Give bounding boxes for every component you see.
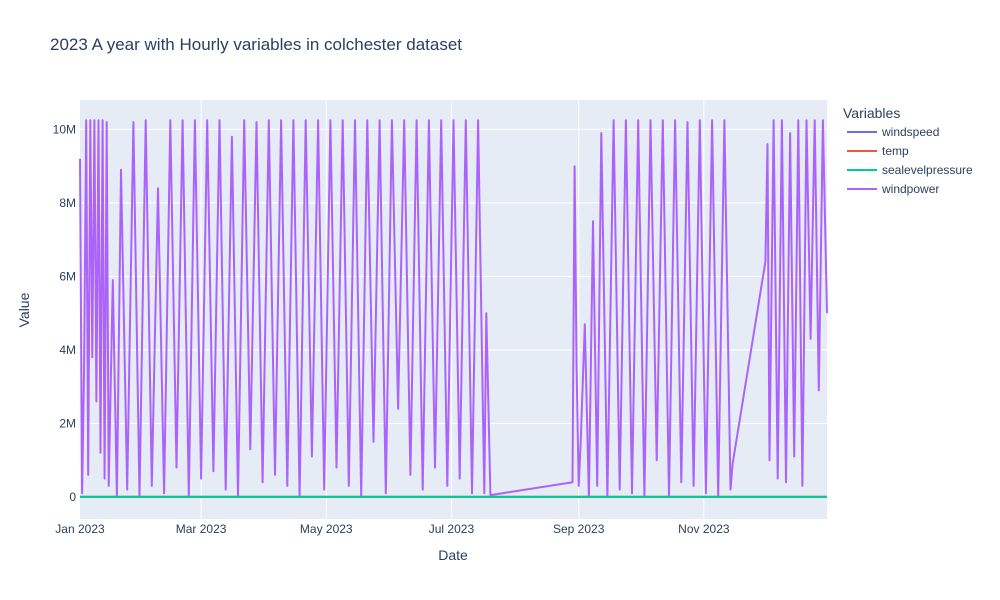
y-axis-ticks: 0 2M 4M 6M 8M 10M <box>53 122 77 504</box>
x-tick-label: May 2023 <box>300 522 353 536</box>
y-tick-label: 4M <box>59 343 76 357</box>
legend-item-sealevelpressure[interactable]: sealevelpressure <box>847 163 973 177</box>
y-axis-title: Value <box>16 292 32 327</box>
y-tick-label: 2M <box>59 416 76 430</box>
legend-item-windpower[interactable]: windpower <box>847 182 939 196</box>
legend-label: sealevelpressure <box>882 163 973 177</box>
legend[interactable]: Variables windspeed temp sealevelpressure w… <box>843 105 973 196</box>
x-axis-ticks: Jan 2023 Mar 2023 May 2023 Jul 2023 Sep 2023… <box>55 522 730 536</box>
legend-label: windspeed <box>881 125 939 139</box>
x-tick-label: Mar 2023 <box>176 522 227 536</box>
x-tick-label: Jul 2023 <box>429 522 475 536</box>
chart-title: 2023 A year with Hourly variables in col… <box>50 35 462 54</box>
legend-item-temp[interactable]: temp <box>847 144 909 158</box>
series-lines <box>79 119 828 498</box>
legend-item-windspeed[interactable]: windspeed <box>847 125 939 139</box>
x-tick-label: Sep 2023 <box>553 522 605 536</box>
legend-title: Variables <box>843 105 900 121</box>
legend-label: windpower <box>881 182 939 196</box>
y-tick-label: 0 <box>69 490 76 504</box>
x-axis-title: Date <box>438 547 468 563</box>
x-tick-label: Nov 2023 <box>678 522 730 536</box>
y-tick-label: 6M <box>59 269 76 283</box>
x-tick-label: Jan 2023 <box>55 522 105 536</box>
legend-label: temp <box>882 144 909 158</box>
series-line-windpower <box>79 119 828 498</box>
y-tick-label: 10M <box>53 122 76 136</box>
y-tick-label: 8M <box>59 196 76 210</box>
